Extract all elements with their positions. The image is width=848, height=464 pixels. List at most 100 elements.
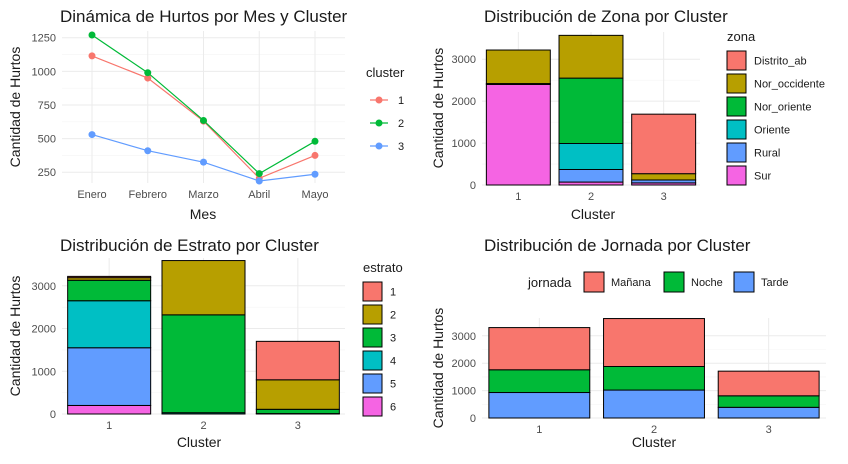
legend-title: cluster: [366, 65, 405, 80]
y-axis-title: Cantidad de Hurtos: [7, 47, 23, 168]
legend-label: 4: [390, 356, 396, 368]
x-axis-title: Mes: [190, 206, 216, 222]
bar-segment: [718, 396, 819, 408]
y-tick-label: 1000: [452, 138, 476, 150]
data-point: [312, 171, 319, 178]
bar-segment: [68, 405, 151, 414]
legend-key: [584, 272, 604, 292]
jornada-chart: Distribución de Jornada por Cluster 0 1000…: [430, 236, 826, 450]
bar-segment: [559, 144, 623, 170]
x-tick-label: 2: [200, 420, 206, 432]
x-tick-label: 1: [536, 424, 542, 436]
bar-segment: [162, 261, 245, 315]
legend-key: [727, 74, 746, 93]
data-point: [89, 52, 96, 59]
bar-segment: [718, 371, 819, 396]
bar-segment: [604, 390, 705, 418]
legend-key: [727, 143, 746, 162]
legend-label: Mañana: [611, 277, 652, 289]
x-axis-title: Cluster: [571, 206, 616, 222]
y-tick-label: 2000: [452, 96, 476, 108]
legend-title: estrato: [363, 260, 403, 275]
x-tick-label: 2: [588, 191, 594, 203]
legend-label: 1: [390, 287, 396, 299]
line-chart: Dinámica de Hurtos por Mes y Cluster2505…: [7, 7, 405, 222]
y-tick-label: 3000: [32, 281, 56, 293]
y-tick-label: 1250: [32, 33, 56, 45]
y-tick-label: 250: [38, 167, 56, 179]
bar-segment: [256, 341, 339, 379]
data-point: [256, 177, 263, 184]
x-tick-label: Mayo: [302, 189, 329, 201]
bar-segment: [559, 35, 623, 78]
legend-label: 6: [390, 402, 396, 414]
legend-label: Sur: [754, 171, 771, 183]
legend-label: 5: [390, 379, 396, 391]
bar-segment: [632, 174, 696, 180]
legend-label: 2: [398, 118, 404, 130]
x-axis-title: Cluster: [632, 434, 677, 450]
legend-key: [363, 351, 382, 370]
legend-key: [664, 272, 684, 292]
y-tick-label: 3000: [452, 331, 476, 343]
y-tick-label: 3000: [452, 54, 476, 66]
y-tick-label: 0: [470, 413, 476, 425]
legend-label: 1: [398, 95, 404, 107]
y-tick-label: 1000: [32, 66, 56, 78]
legend-key: [363, 282, 382, 301]
y-tick-label: 750: [38, 100, 56, 112]
legend-key: [734, 272, 754, 292]
legend-label: 3: [398, 141, 404, 153]
legend-label: Nor_oriente: [754, 102, 811, 114]
y-tick-label: 1000: [452, 386, 476, 398]
bar-segment: [604, 319, 705, 367]
y-tick-label: 2000: [32, 324, 56, 336]
x-tick-label: Febrero: [128, 189, 167, 201]
bar-segment: [486, 84, 550, 185]
data-point: [144, 69, 151, 76]
legend-key: [727, 166, 746, 185]
chart-title: Distribución de Estrato por Cluster: [60, 236, 319, 255]
x-tick-label: Enero: [77, 189, 106, 201]
bar-segment: [718, 407, 819, 418]
bar-segment: [604, 366, 705, 390]
y-tick-label: 0: [470, 180, 476, 192]
legend-label: 2: [390, 310, 396, 322]
bar-segment: [256, 380, 339, 409]
legend-label: Nor_occidente: [754, 79, 825, 91]
legend-key-point: [376, 97, 383, 104]
data-point: [144, 147, 151, 154]
bar-segment: [559, 169, 623, 182]
data-point: [89, 32, 96, 39]
data-point: [200, 117, 207, 124]
legend-key: [363, 374, 382, 393]
legend-key: [363, 397, 382, 416]
legend-key-point: [376, 120, 383, 127]
legend-key: [363, 305, 382, 324]
legend-label: Noche: [691, 277, 723, 289]
legend: zonaDistrito_abNor_occidenteNor_orienteO…: [727, 29, 825, 185]
chart-title: Distribución de Zona por Cluster: [484, 7, 728, 26]
x-tick-label: Abril: [248, 189, 270, 201]
zona-chart: Distribución de Zona por Cluster 0 1000 200…: [430, 7, 825, 222]
legend-key: [727, 120, 746, 139]
y-tick-label: 0: [50, 409, 56, 421]
bar-segment: [68, 276, 151, 277]
legend-title: jornada: [527, 275, 572, 290]
data-point: [312, 152, 319, 159]
y-tick-label: 500: [38, 134, 56, 146]
chart-title: Distribución de Jornada por Cluster: [484, 236, 751, 255]
estrato-chart: Distribución de Estrato por Cluster01000…: [7, 236, 403, 450]
bar-segment: [162, 315, 245, 413]
bar-segment: [68, 301, 151, 348]
x-tick-label: 3: [661, 191, 667, 203]
legend-label: Rural: [754, 148, 780, 160]
legend-key-point: [376, 143, 383, 150]
legend: cluster 1 2 3: [366, 65, 405, 153]
x-tick-label: 1: [515, 191, 521, 203]
data-point: [256, 170, 263, 177]
y-axis-title: Cantidad de Hurtos: [430, 48, 446, 169]
